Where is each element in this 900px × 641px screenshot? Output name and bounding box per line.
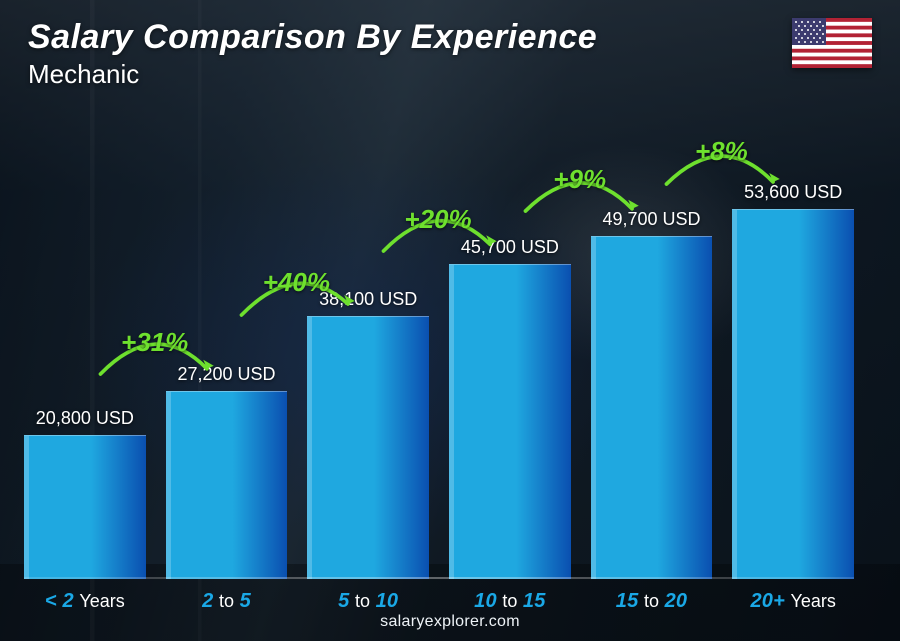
x-axis-label: 5 to 10 [307, 590, 429, 613]
x-axis-label: 2 to 5 [166, 590, 288, 613]
bar [591, 236, 713, 579]
x-axis-label: < 2 Years [24, 590, 146, 613]
chart-title: Salary Comparison By Experience [28, 18, 597, 57]
bar-chart: 20,800 USD< 2 Years+31%27,200 USD2 to 5+… [24, 101, 854, 579]
header: Salary Comparison By Experience Mechanic [28, 18, 872, 90]
bar-column: +20%45,700 USD10 to 15 [449, 237, 571, 579]
bar-value-label: 53,600 USD [744, 182, 842, 203]
growth-label: +31% [80, 319, 230, 365]
x-axis-label: 10 to 15 [449, 590, 571, 613]
growth-label: +9% [505, 156, 655, 202]
bar-value-label: 49,700 USD [602, 209, 700, 230]
flag-icon [792, 18, 872, 68]
bar-column: +40%38,100 USD5 to 10 [307, 289, 429, 579]
bar-value-label: 27,200 USD [177, 364, 275, 385]
bar [24, 435, 146, 579]
bar-column: 20,800 USD< 2 Years [24, 408, 146, 579]
bar-column: +8%53,600 USD20+ Years [732, 182, 854, 579]
bar-column: +31%27,200 USD2 to 5 [166, 364, 288, 579]
footer-credit: salaryexplorer.com [0, 613, 900, 631]
x-axis-label: 20+ Years [732, 590, 854, 613]
bar [449, 264, 571, 579]
chart-subtitle: Mechanic [28, 59, 597, 90]
bar-value-label: 38,100 USD [319, 289, 417, 310]
bar [732, 209, 854, 579]
growth-label: +8% [646, 129, 796, 175]
bar-column: +9%49,700 USD15 to 20 [591, 209, 713, 579]
bar-value-label: 45,700 USD [461, 237, 559, 258]
x-axis-label: 15 to 20 [591, 590, 713, 613]
x-axis-line [24, 577, 854, 579]
bar-value-label: 20,800 USD [36, 408, 134, 429]
growth-label: +20% [363, 196, 513, 242]
bar [307, 316, 429, 579]
bar [166, 391, 288, 579]
